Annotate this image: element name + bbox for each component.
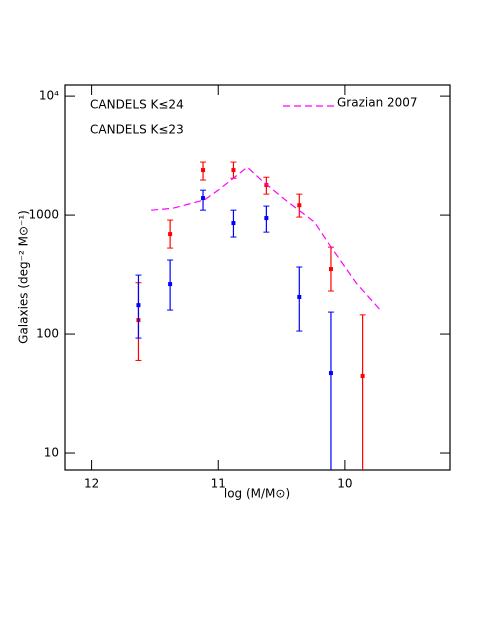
data-point	[201, 196, 206, 201]
data-point	[297, 294, 302, 299]
legend-label: Grazian 2007	[337, 96, 418, 110]
y-tick-label: 10⁴	[39, 89, 59, 103]
y-axis-label: Galaxies (deg⁻² M⊙⁻¹)	[17, 210, 31, 344]
data-point	[264, 216, 269, 221]
data-point	[328, 371, 333, 376]
data-point	[297, 203, 302, 208]
data-point	[168, 282, 173, 287]
x-axis-label: log (M/M⊙)	[224, 487, 290, 501]
data-point	[231, 221, 236, 226]
legend-label: CANDELS K≤23	[90, 123, 184, 137]
x-tick-label: 10	[337, 477, 352, 491]
y-tick-label: 100	[36, 327, 59, 341]
y-tick-label: 1000	[28, 208, 59, 222]
data-point	[201, 168, 206, 173]
data-point	[360, 374, 365, 379]
data-point	[231, 168, 236, 173]
data-point	[328, 267, 333, 272]
y-tick-label: 10	[44, 446, 59, 460]
data-point	[136, 303, 141, 308]
plot-frame	[64, 84, 451, 471]
x-tick-label: 11	[211, 477, 226, 491]
model-line	[151, 166, 381, 311]
x-tick-label: 12	[84, 477, 99, 491]
data-point	[168, 232, 173, 237]
plot-area	[135, 161, 381, 470]
legend-label: CANDELS K≤24	[90, 98, 184, 112]
